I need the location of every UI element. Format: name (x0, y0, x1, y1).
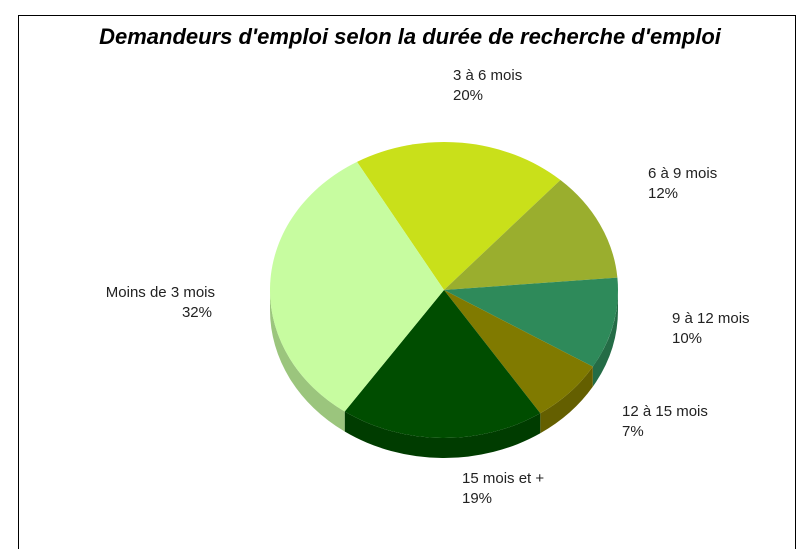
chart-title: Demandeurs d'emploi selon la durée de re… (99, 24, 722, 49)
slice-side (540, 366, 593, 434)
slice (444, 290, 593, 414)
slice (444, 277, 618, 367)
slice-label: 3 à 6 mois (453, 67, 522, 84)
value-label: 20% (453, 87, 483, 104)
slice-label: 9 à 12 mois (672, 310, 750, 327)
slice-side (592, 290, 618, 387)
slice-label: 6 à 9 mois (648, 165, 717, 182)
slice (344, 290, 541, 438)
value-label: 19% (462, 490, 492, 507)
slice (444, 180, 618, 290)
slice (269, 161, 444, 412)
value-label: 10% (672, 330, 702, 347)
slice-label: 15 mois et + (462, 470, 544, 487)
slice-side (344, 411, 541, 458)
slice-side (270, 290, 345, 432)
slice-label: 12 à 15 mois (622, 403, 708, 420)
slice (357, 142, 561, 290)
value-label: 7% (622, 423, 644, 440)
value-label: 12% (648, 185, 678, 202)
slice-label: Moins de 3 mois (106, 284, 215, 301)
value-label: 32% (182, 304, 212, 321)
chart-border (18, 15, 796, 549)
